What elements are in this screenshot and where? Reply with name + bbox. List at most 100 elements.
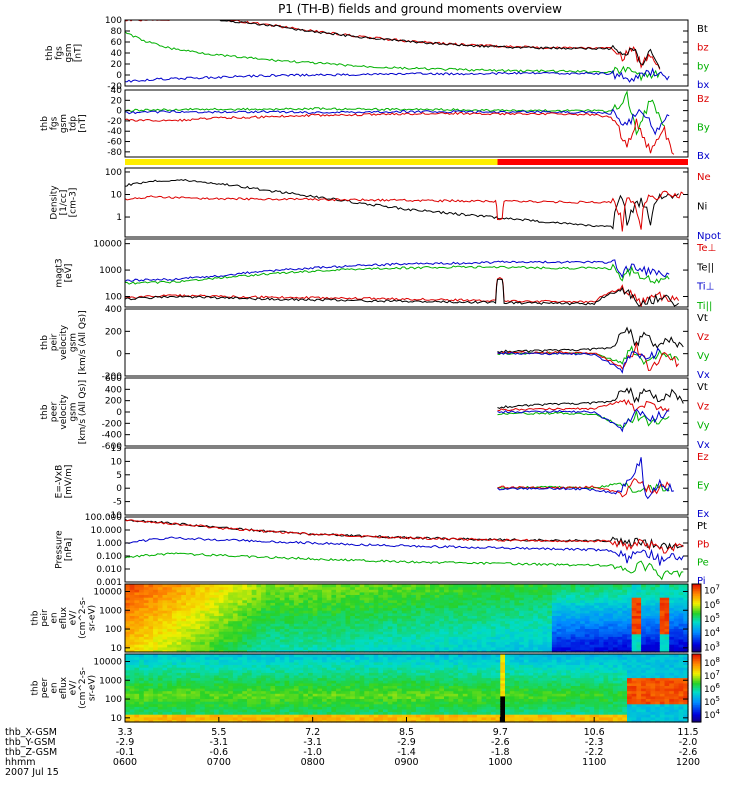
legend-label: Ni — [697, 202, 707, 213]
y-tick-label: -400 — [102, 431, 123, 441]
ylabel-line: velocity — [59, 324, 69, 360]
ylabel-line: velocity — [59, 394, 69, 430]
y-tick-label: 0 — [116, 350, 122, 360]
y-tick-label: -40 — [107, 127, 122, 137]
ylabel-line: fgs — [50, 116, 60, 130]
y-tick-label: 10 — [111, 644, 123, 654]
y-tick-label: 0 — [116, 107, 122, 117]
y-tick-label: 100 — [105, 168, 122, 178]
y-tick-label: 200 — [105, 327, 122, 337]
legend-label: by — [697, 61, 709, 72]
y-tick-label: -60 — [107, 138, 122, 148]
colorbar-label-base: 10 — [704, 601, 716, 611]
colorbar-label-exponent: 5 — [715, 612, 719, 620]
ylabel-line: [mV/m] — [64, 465, 74, 499]
y-tick-label: 5 — [116, 471, 122, 481]
y-tick-label: 1.000 — [96, 539, 122, 549]
y-tick-label: 40 — [111, 49, 123, 59]
legend-label: Pb — [697, 539, 709, 550]
legend-label: Ex — [697, 509, 709, 520]
y-tick-label: 0 — [116, 484, 122, 494]
ylabel-line: [nPa] — [64, 538, 74, 561]
y-tick-label: 200 — [105, 397, 122, 407]
y-tick-label: 400 — [105, 385, 122, 395]
ylabel-line: [km/s (All Qs)] — [78, 380, 88, 444]
colorbar-label-base: 10 — [704, 629, 716, 639]
y-tick-label: 100.000 — [85, 513, 122, 523]
y-tick-label: 1000 — [99, 266, 122, 276]
legend-label: Ey — [697, 481, 709, 492]
ylabel-line: Pressure — [54, 530, 64, 569]
legend-label: bz — [697, 43, 709, 54]
y-tick-label: 0.100 — [96, 552, 122, 562]
ylabel-line: thb — [40, 116, 50, 131]
ylabel-line: [1/cc] — [59, 190, 69, 216]
legend-label: By — [697, 123, 710, 134]
legend-label: Bz — [697, 94, 709, 105]
colorbar-label-base: 10 — [704, 615, 716, 625]
legend-label: Pt — [697, 521, 707, 532]
y-tick-label: 60 — [111, 38, 123, 48]
ylabel-line: (cm^2-s- — [78, 597, 88, 639]
colorbar-label-base: 10 — [704, 587, 716, 597]
colorbar-label-base: 10 — [704, 643, 716, 653]
y-tick-label: 15 — [111, 444, 122, 454]
y-tick-label: 10000 — [93, 587, 122, 597]
spectrogram-cells — [125, 584, 689, 653]
y-tick-label: 0 — [116, 71, 122, 81]
ylabel-line: gsm — [59, 114, 69, 133]
legend-label: Vt — [697, 382, 708, 393]
y-tick-label: 0 — [116, 408, 122, 418]
ylabel-line: eflux — [59, 606, 69, 629]
ylabel-line: magt3 — [54, 258, 64, 287]
y-tick-label: 0.010 — [96, 565, 122, 575]
ylabel-line: tdp — [69, 116, 79, 131]
legend-label: Ti|| — [696, 301, 712, 312]
y-tick-label: 100 — [105, 16, 122, 26]
legend-label: Vy — [697, 421, 710, 432]
legend-label: Pe — [697, 558, 709, 569]
legend-label: Te⊥ — [696, 243, 716, 254]
ylabel-line: [nT] — [73, 44, 83, 62]
y-tick-label: 40 — [111, 86, 123, 96]
y-tick-label: 600 — [105, 374, 122, 384]
ylabel-line: peir — [50, 333, 60, 351]
y-tick-label: 400 — [105, 305, 122, 315]
ylabel-line: peer — [50, 401, 60, 422]
y-tick-label: 100 — [105, 625, 122, 635]
legend-label: Bt — [697, 24, 708, 35]
plot-title: P1 (TH-B) fields and ground moments over… — [278, 2, 562, 16]
y-tick-label: 80 — [111, 27, 123, 37]
legend-label: Ti⊥ — [696, 282, 714, 293]
legend-label: Ez — [697, 452, 709, 463]
y-tick-label: 100 — [105, 292, 122, 302]
y-tick-label: 10000 — [93, 240, 122, 250]
legend-label: Te|| — [696, 262, 714, 273]
y-tick-label: 20 — [111, 60, 123, 70]
colorbar-label-exponent: 3 — [715, 640, 719, 648]
y-tick-label: 10.000 — [91, 526, 123, 536]
y-tick-label: 1 — [116, 213, 122, 223]
legend-label: Vt — [697, 313, 708, 324]
ylabel-line: fgs — [54, 46, 64, 60]
legend-label: Vy — [697, 351, 710, 362]
ylabel-line: thb — [45, 45, 55, 60]
ylabel-line: [nT] — [78, 114, 88, 132]
panel-mode-bar — [125, 159, 688, 165]
ylabel-line: gsm — [69, 333, 79, 352]
mode-bar-segment — [498, 159, 688, 165]
colorbar-label-exponent: 6 — [715, 598, 720, 606]
legend-label: Ne — [697, 172, 711, 183]
ylabel-line: E=-VxB — [54, 465, 64, 499]
ylabel-line: eV/ — [69, 610, 79, 626]
y-tick-label: -5 — [113, 498, 122, 508]
ylabel-line: thb — [40, 335, 50, 350]
ylabel-line: [eV] — [64, 264, 74, 283]
mode-bar-segment — [125, 159, 498, 165]
y-tick-label: 10 — [111, 191, 123, 201]
legend-label: Bx — [697, 151, 710, 162]
ylabel-line: gsm — [69, 402, 79, 421]
